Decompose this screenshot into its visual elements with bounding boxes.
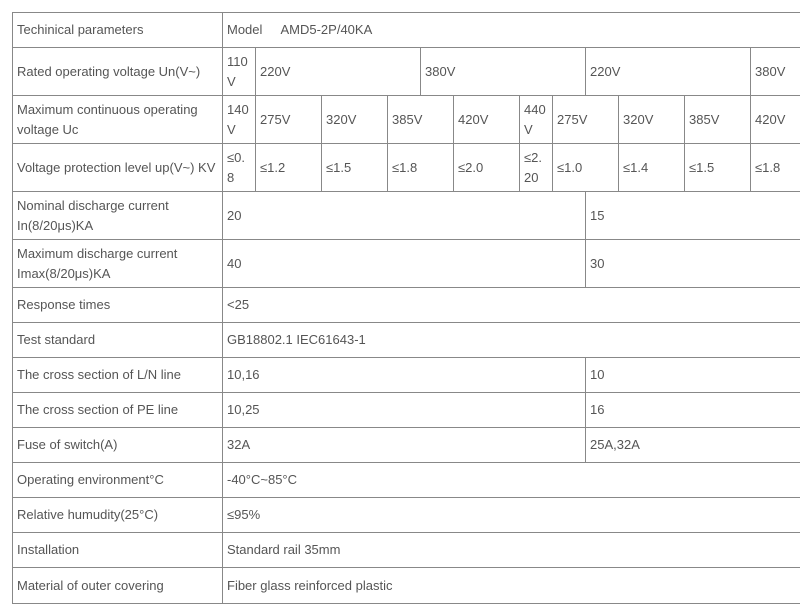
test-label: Test standard <box>13 323 223 358</box>
humidity-value: ≤95% <box>223 498 800 533</box>
install-label: Installation <box>13 533 223 568</box>
up-v10: ≤1.8 <box>751 144 800 192</box>
up-v8: ≤1.4 <box>619 144 685 192</box>
uc-v10: 420V <box>751 96 800 144</box>
fuse-label: Fuse of switch(A) <box>13 428 223 463</box>
up-label: Voltage protection level up(V~) KV <box>13 144 223 192</box>
up-v2: ≤1.2 <box>256 144 322 192</box>
row-voltage: Rated operating voltage Un(V~) 110V 220V… <box>13 48 800 96</box>
imax-v1: 40 <box>223 240 586 288</box>
uc-v9: 385V <box>685 96 751 144</box>
row-up: Voltage protection level up(V~) KV ≤0.8 … <box>13 144 800 192</box>
row-humidity: Relative humudity(25°C) ≤95% <box>13 498 800 533</box>
row-env: Operating environment°C -40°C~85°C <box>13 463 800 498</box>
up-v6: ≤2.20 <box>520 144 553 192</box>
up-v5: ≤2.0 <box>454 144 520 192</box>
uc-v6: 440V <box>520 96 553 144</box>
ln-label: The cross section of L/N line <box>13 358 223 393</box>
up-v4: ≤1.8 <box>388 144 454 192</box>
up-v7: ≤1.0 <box>553 144 619 192</box>
model-label: Model <box>227 22 262 37</box>
uc-v7: 275V <box>553 96 619 144</box>
spec-table: Techinical parameters Model AMD5-2P/40KA… <box>12 12 800 604</box>
in-label: Nominal discharge current In(8/20μs)KA <box>13 192 223 240</box>
fuse-v2: 25A,32A <box>586 428 800 463</box>
voltage-label: Rated operating voltage Un(V~) <box>13 48 223 96</box>
pe-v2: 16 <box>586 393 800 428</box>
row-in: Nominal discharge current In(8/20μs)KA 2… <box>13 192 800 240</box>
install-value: Standard rail 35mm <box>223 533 800 568</box>
ln-v1: 10,16 <box>223 358 586 393</box>
row-test: Test standard GB18802.1 IEC61643-1 <box>13 323 800 358</box>
row-uc: Maximum continuous operating voltage Uc … <box>13 96 800 144</box>
voltage-c4: 220V <box>586 48 751 96</box>
pe-v1: 10,25 <box>223 393 586 428</box>
voltage-c5: 380V <box>751 48 800 96</box>
uc-v4: 385V <box>388 96 454 144</box>
material-label: Material of outer covering <box>13 568 223 604</box>
row-imax: Maximum discharge current Imax(8/20μs)KA… <box>13 240 800 288</box>
uc-v3: 320V <box>322 96 388 144</box>
row-material: Material of outer covering Fiber glass r… <box>13 568 800 604</box>
humidity-label: Relative humudity(25°C) <box>13 498 223 533</box>
fuse-v1: 32A <box>223 428 586 463</box>
env-label: Operating environment°C <box>13 463 223 498</box>
in-v2: 15 <box>586 192 800 240</box>
uc-v2: 275V <box>256 96 322 144</box>
response-value: <25 <box>223 288 800 323</box>
row-header: Techinical parameters Model AMD5-2P/40KA… <box>13 13 800 48</box>
pe-label: The cross section of PE line <box>13 393 223 428</box>
voltage-c1: 110V <box>223 48 256 96</box>
ln-v2: 10 <box>586 358 800 393</box>
uc-v5: 420V <box>454 96 520 144</box>
row-pe: The cross section of PE line 10,25 16 <box>13 393 800 428</box>
test-value: GB18802.1 IEC61643-1 <box>223 323 800 358</box>
response-label: Response times <box>13 288 223 323</box>
up-v9: ≤1.5 <box>685 144 751 192</box>
uc-v1: 140V <box>223 96 256 144</box>
imax-v2: 30 <box>586 240 800 288</box>
env-value: -40°C~85°C <box>223 463 800 498</box>
row-fuse: Fuse of switch(A) 32A 25A,32A <box>13 428 800 463</box>
voltage-c3: 380V <box>421 48 586 96</box>
up-v3: ≤1.5 <box>322 144 388 192</box>
voltage-c2: 220V <box>256 48 421 96</box>
header-model: Model AMD5-2P/40KA <box>223 13 800 48</box>
material-value: Fiber glass reinforced plastic <box>223 568 800 604</box>
header-tech-params: Techinical parameters <box>13 13 223 48</box>
in-v1: 20 <box>223 192 586 240</box>
model-value: AMD5-2P/40KA <box>280 22 372 37</box>
imax-label: Maximum discharge current Imax(8/20μs)KA <box>13 240 223 288</box>
up-v1: ≤0.8 <box>223 144 256 192</box>
row-ln: The cross section of L/N line 10,16 10 <box>13 358 800 393</box>
row-install: Installation Standard rail 35mm <box>13 533 800 568</box>
uc-v8: 320V <box>619 96 685 144</box>
uc-label: Maximum continuous operating voltage Uc <box>13 96 223 144</box>
row-response: Response times <25 <box>13 288 800 323</box>
